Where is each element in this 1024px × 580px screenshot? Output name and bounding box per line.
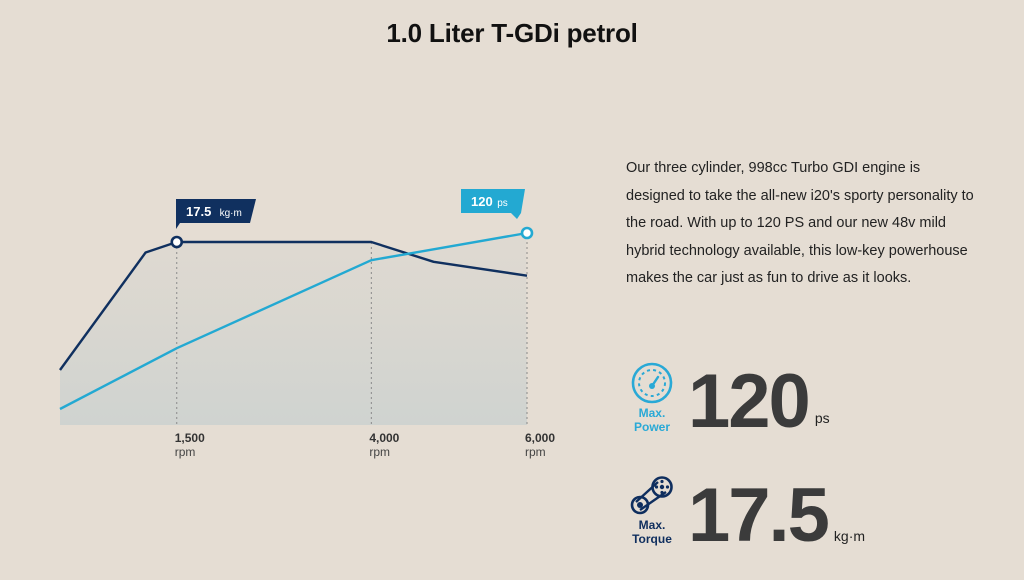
x-tick-unit-1500: rpm [175,445,196,459]
torque-peak-marker [170,235,184,249]
x-tick-label-4000: 4,000 [369,431,399,445]
max-power-value: 120 [688,359,811,444]
max-power-icon-group: Max. Power [626,362,678,434]
torque-peak-tag [176,199,256,229]
x-tick-unit-4000: rpm [369,445,390,459]
max-torque-caption-line1: Max. [638,518,666,532]
max-power-caption-line1: Max. [638,406,666,420]
torque-peak-unit-label: kg·m [220,208,242,219]
power-curve [59,231,528,411]
max-torque-icon-group: Max. Torque [626,476,678,546]
power-peak-value-label: 120 [471,194,493,209]
x-tick-unit-6000: rpm [525,445,546,459]
max-power-unit: ps [814,410,830,426]
max-power-caption-line2: Power [633,420,670,434]
max-torque-caption: Max. Torque [632,518,672,546]
power-peak-tag [461,189,525,219]
torque-peak-value-label: 17.5 [186,204,211,219]
page-title: 1.0 Liter T-GDi petrol [386,18,638,48]
x-tick-label-6000: 6,000 [525,431,555,445]
max-power-stat: Max. Power 120 ps [626,362,830,440]
engine-description: Our three cylinder, 998cc Turbo GDI engi… [626,160,974,286]
belt-pulley-icon [630,476,673,515]
max-torque-value: 17.5 [688,473,830,558]
x-tick-label-1500: 1,500 [175,431,205,445]
max-torque-caption-line2: Torque [632,532,672,546]
max-power-caption: Max. Power [634,406,670,434]
power-peak-marker [520,226,534,240]
speedometer-icon [631,362,673,404]
max-torque-stat: Max. Torque 17.5 kg·m [626,476,865,554]
max-torque-unit: kg·m [833,528,866,544]
power-peak-unit-label: ps [497,198,508,209]
chart-shaded-area [60,233,527,425]
torque-curve [59,240,528,371]
